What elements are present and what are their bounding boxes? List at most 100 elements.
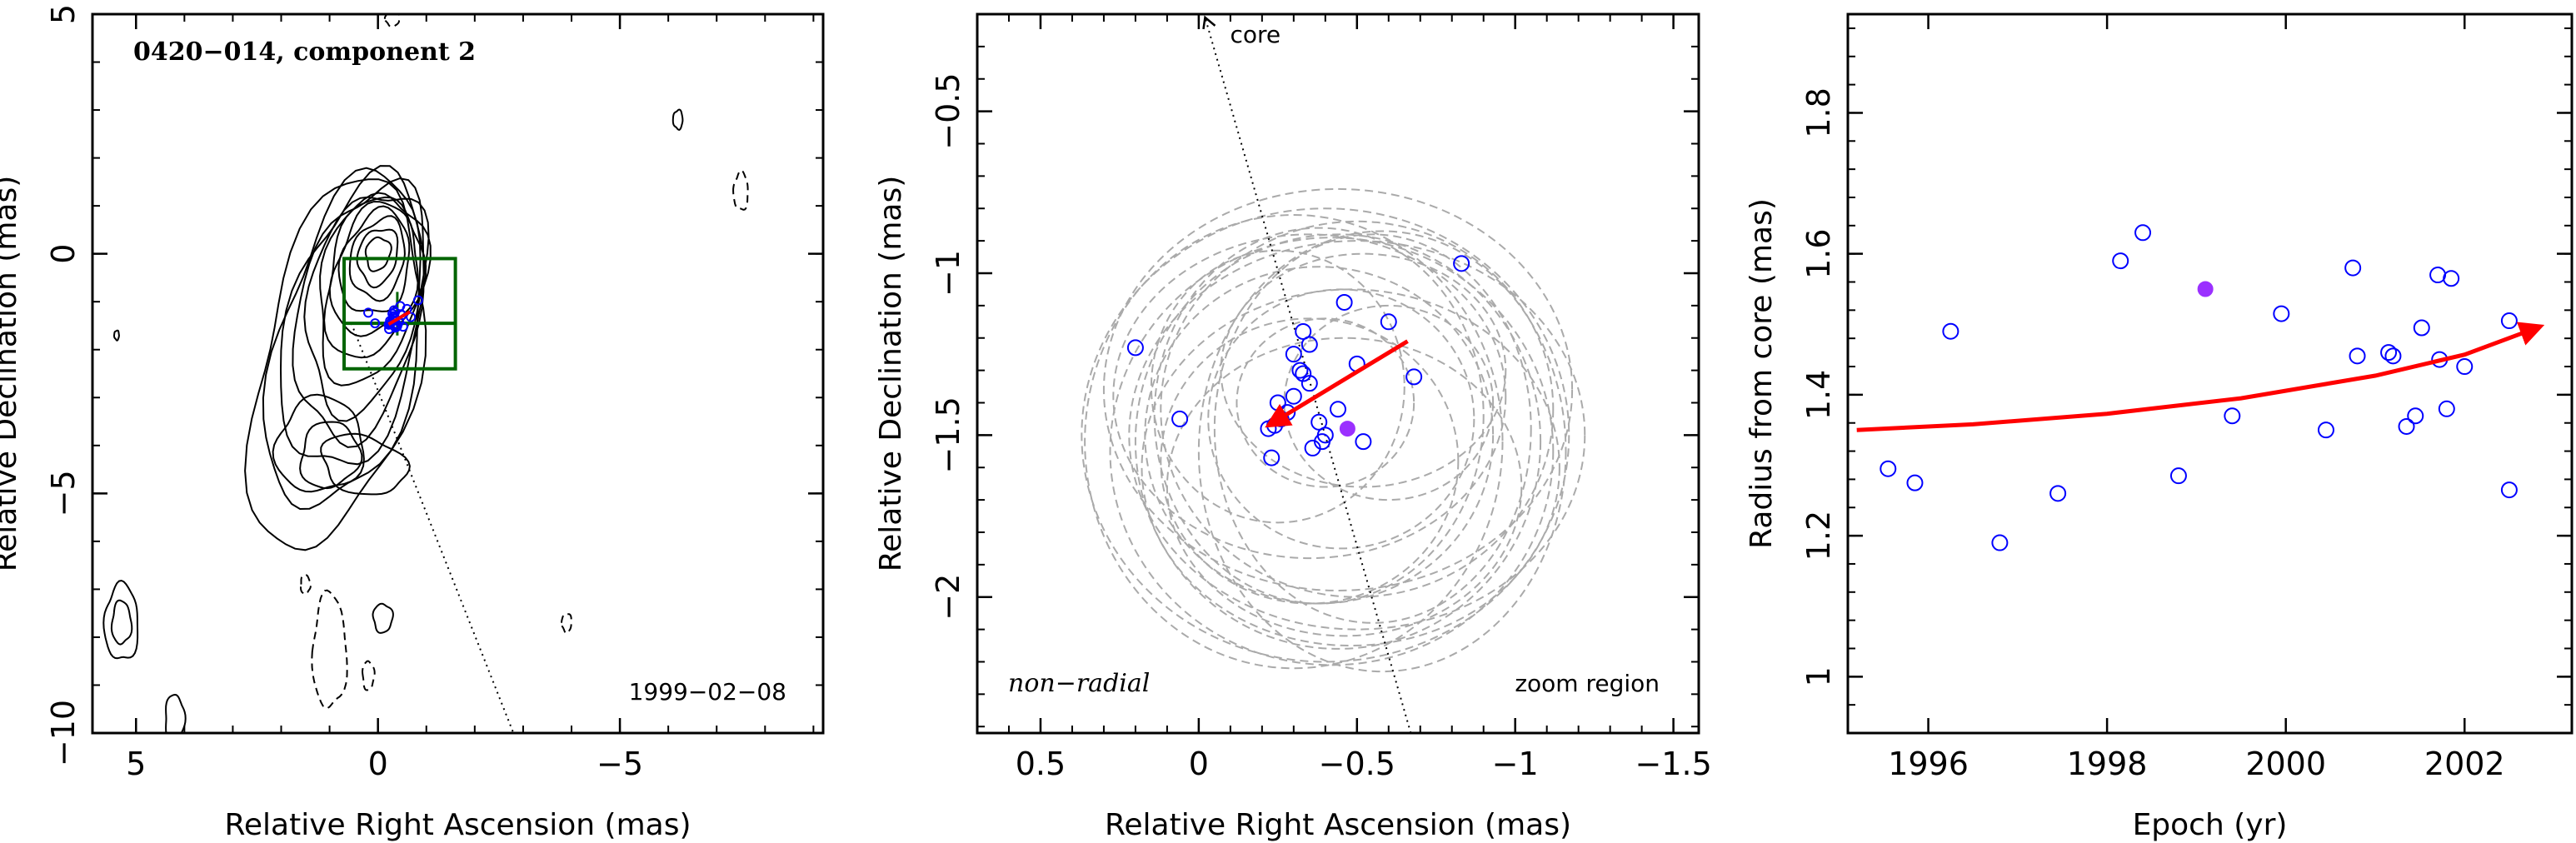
radius-data-point bbox=[2500, 312, 2518, 330]
panel1-axes: 5 0 −5 5 0 −5 −10 Relative Right Ascension (mas… bbox=[0, 4, 825, 842]
radius-data-point bbox=[2407, 407, 2424, 425]
noise-contour bbox=[110, 599, 133, 646]
component-size-ellipse bbox=[1081, 207, 1570, 663]
panel2-clip-group bbox=[1081, 15, 1586, 733]
component-position-point bbox=[1300, 375, 1318, 392]
component-position-point bbox=[1304, 439, 1321, 456]
panel3-xtick-label: 2002 bbox=[2424, 746, 2505, 782]
component-size-ellipse bbox=[1153, 227, 1485, 605]
panel1-epoch-date: 1999−02−08 bbox=[629, 678, 786, 706]
jet-contour bbox=[279, 165, 426, 466]
panel3-frame bbox=[1846, 12, 2574, 735]
component-position-marker bbox=[390, 322, 401, 333]
panel1-xlabel: Relative Right Ascension (mas) bbox=[224, 808, 691, 842]
radius-data-point bbox=[2456, 358, 2474, 376]
negative-contour bbox=[361, 660, 376, 691]
component-position-point bbox=[1335, 293, 1353, 311]
radius-data-point bbox=[2398, 417, 2415, 435]
jet-contour-lobe bbox=[320, 432, 411, 496]
panel3-ytick-label: 1.4 bbox=[1800, 370, 1837, 420]
panel3-ytick-label: 1.6 bbox=[1800, 228, 1837, 278]
zoom-region-box bbox=[342, 257, 457, 371]
radius-data-point bbox=[2349, 347, 2366, 365]
panel3-axes: 1996 1998 2000 2002 1 1.2 1.4 1.6 1.8 Epoch (yr) R… bbox=[1745, 12, 2574, 842]
component-position-point bbox=[1300, 336, 1318, 353]
panel2-ytick-label: −1.5 bbox=[930, 397, 966, 473]
jet-contour bbox=[364, 236, 392, 272]
component-size-ellipse bbox=[1160, 317, 1460, 605]
jet-contour bbox=[348, 215, 406, 302]
motion-arrow-small bbox=[387, 310, 412, 326]
panel1-title: 0420−014, component 2 bbox=[133, 37, 476, 67]
component-position-point bbox=[1263, 449, 1281, 466]
panel1-plot: 0420−014, component 2 1999−02−08 bbox=[102, 14, 786, 733]
radius-data-point bbox=[2384, 347, 2402, 365]
reference-epoch-point bbox=[1339, 421, 1355, 437]
panel3-plot bbox=[1856, 224, 2545, 551]
core-direction-arrowhead bbox=[1202, 15, 1216, 30]
component-size-ellipse bbox=[1128, 240, 1586, 631]
component-size-ellipse bbox=[1109, 237, 1555, 666]
panel2-ylabel: Relative Declination (mas) bbox=[874, 176, 908, 572]
radius-data-point bbox=[1880, 460, 1897, 477]
negative-contour bbox=[383, 14, 401, 28]
panel3-ytick-label: 1 bbox=[1800, 666, 1837, 686]
panel1-ytick-label: 0 bbox=[45, 244, 82, 264]
radius-data-point bbox=[2224, 407, 2241, 425]
component-position-point bbox=[1330, 401, 1346, 418]
component-position-marker bbox=[370, 318, 381, 329]
panel3-ylabel: Radius from core (mas) bbox=[1745, 198, 1779, 549]
component-position-point bbox=[1285, 346, 1302, 363]
panel2-frame bbox=[976, 12, 1700, 735]
radius-data-point bbox=[2380, 344, 2398, 362]
panel2-xlabel: Relative Right Ascension (mas) bbox=[1105, 808, 1571, 842]
panel1-xtick-label: 5 bbox=[126, 746, 146, 782]
component-size-ellipse bbox=[1207, 288, 1475, 550]
component-position-point bbox=[1380, 313, 1397, 331]
panel3-xtick-label: 1996 bbox=[1888, 746, 1969, 782]
component-position-marker bbox=[406, 312, 417, 322]
component-position-point bbox=[1291, 362, 1309, 379]
panel2-xtick-label: −0.5 bbox=[1319, 746, 1395, 782]
jet-contour-lobe bbox=[299, 421, 363, 490]
reference-epoch-point bbox=[2197, 281, 2214, 297]
radius-data-point bbox=[2112, 252, 2129, 270]
component-position-point bbox=[1269, 394, 1286, 412]
component-size-ellipse bbox=[1084, 214, 1504, 670]
panel2-plot: core non−radial zoom region bbox=[1008, 15, 1660, 733]
component-position-point bbox=[1405, 368, 1423, 386]
component-size-ellipse bbox=[1102, 187, 1574, 591]
panel2-ytick-label: −2 bbox=[930, 574, 966, 621]
radius-data-point bbox=[2500, 481, 2518, 499]
panel1-xtick-label: −5 bbox=[597, 746, 643, 782]
zoom-region-annotation: zoom region bbox=[1515, 670, 1660, 697]
core-direction-line bbox=[350, 322, 515, 733]
radius-data-point bbox=[2443, 270, 2460, 287]
noise-contour bbox=[372, 602, 394, 634]
panel2-xtick-label: 0.5 bbox=[1016, 746, 1066, 782]
negative-contour bbox=[732, 169, 749, 211]
panel3-ytick-label: 1.8 bbox=[1800, 87, 1837, 137]
component-size-ellipse bbox=[1160, 220, 1555, 598]
component-size-ellipse bbox=[1141, 288, 1560, 647]
panel3-ytick-label: 1.2 bbox=[1800, 511, 1837, 561]
component-size-ellipse bbox=[1283, 304, 1495, 501]
noise-contour bbox=[113, 329, 120, 342]
panel2-ytick-label: −0.5 bbox=[930, 72, 966, 149]
panel1-frame bbox=[91, 12, 825, 735]
radial-motion-fit-curve bbox=[1856, 322, 2545, 432]
panel2-ytick-label: −1 bbox=[930, 250, 966, 297]
noise-contour bbox=[671, 108, 684, 131]
negative-contour bbox=[560, 613, 572, 635]
radius-data-point bbox=[2429, 267, 2447, 284]
component-position-point bbox=[1453, 255, 1470, 272]
radius-data-point bbox=[2344, 259, 2362, 277]
component-position-marker bbox=[412, 295, 423, 306]
panel1-xtick-label: 0 bbox=[368, 746, 388, 782]
component-position-point bbox=[1126, 339, 1144, 357]
non-radial-annotation: non−radial bbox=[1008, 669, 1150, 698]
component-position-point bbox=[1310, 413, 1328, 431]
panel1-ytick-label: −10 bbox=[45, 700, 82, 766]
radius-data-point bbox=[2273, 305, 2290, 322]
panel3-xtick-label: 2000 bbox=[2245, 746, 2326, 782]
